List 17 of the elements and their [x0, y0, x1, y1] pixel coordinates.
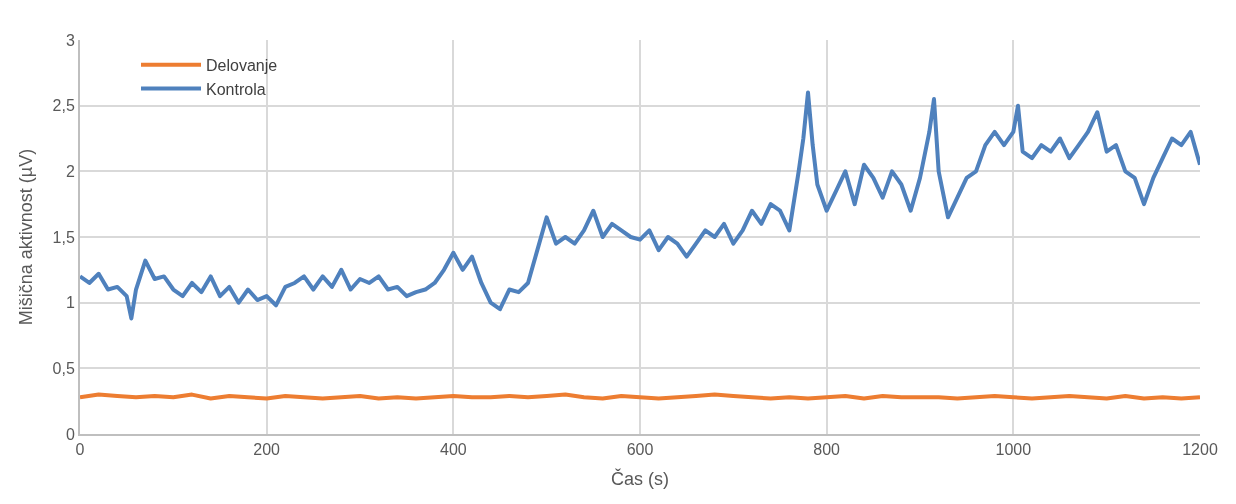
y-tick-label: 1,5: [52, 228, 75, 246]
y-tick-label: 2: [65, 162, 75, 180]
x-tick-label: 600: [626, 441, 654, 459]
y-tick-label: 0,5: [52, 359, 75, 377]
x-tick-label: 1200: [1182, 441, 1218, 459]
y-tick-label: 3: [65, 31, 75, 49]
y-axis-title: Mišična aktivnost (µV): [16, 148, 37, 326]
x-tick-label: 400: [439, 441, 467, 459]
x-tick-label: 1000: [995, 441, 1032, 459]
y-tick-label: 0: [65, 425, 75, 443]
y-tick-label: 2,5: [52, 97, 75, 115]
legend-label: Delovanje: [206, 57, 278, 75]
legend-label: Kontrola: [206, 80, 266, 98]
x-tick-label: 200: [253, 441, 281, 459]
y-tick-label: 1: [65, 294, 75, 312]
x-tick-label: 800: [813, 441, 841, 459]
x-axis-title: Čas (s): [611, 467, 669, 489]
